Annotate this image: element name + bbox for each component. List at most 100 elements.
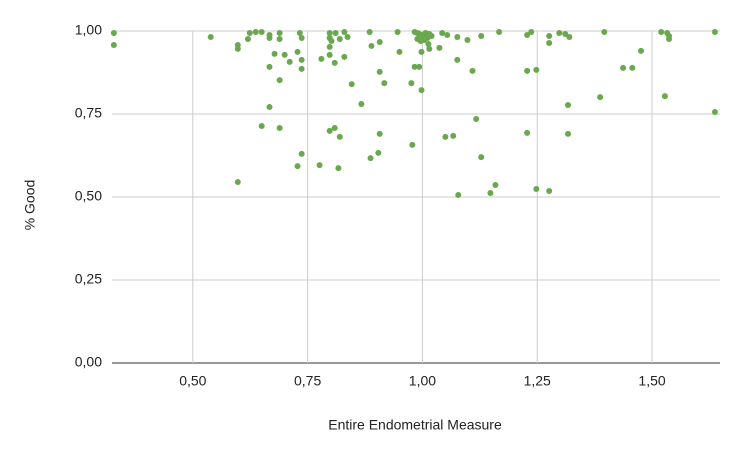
point xyxy=(524,129,531,136)
point xyxy=(658,28,665,35)
y-tick-label: 0,00 xyxy=(75,354,102,370)
point xyxy=(276,29,283,36)
y-tick-label: 1,00 xyxy=(75,22,102,38)
point xyxy=(601,28,608,35)
point xyxy=(271,50,278,57)
point xyxy=(421,36,428,43)
point xyxy=(348,81,355,88)
point xyxy=(620,64,627,71)
point xyxy=(492,182,499,189)
point xyxy=(426,45,433,52)
point xyxy=(661,93,668,100)
point xyxy=(418,48,425,55)
point xyxy=(336,35,343,42)
point xyxy=(524,31,531,38)
point xyxy=(666,35,673,42)
point xyxy=(246,29,253,36)
point xyxy=(455,192,462,199)
point xyxy=(396,48,403,55)
point xyxy=(207,33,214,40)
point xyxy=(439,29,446,36)
point xyxy=(478,32,485,39)
point xyxy=(294,48,301,55)
point xyxy=(318,55,325,62)
y-tick-label: 0,75 xyxy=(75,105,102,121)
x-tick-label: 1,50 xyxy=(638,373,665,389)
point xyxy=(528,28,535,35)
point xyxy=(298,65,305,72)
point xyxy=(473,115,480,122)
point xyxy=(711,28,718,35)
point xyxy=(394,28,401,35)
point xyxy=(298,56,305,63)
point xyxy=(335,165,342,172)
point xyxy=(442,133,449,140)
point xyxy=(110,41,117,48)
point xyxy=(234,179,241,186)
point xyxy=(286,58,293,65)
point xyxy=(258,122,265,129)
point xyxy=(376,130,383,137)
point xyxy=(332,29,339,36)
point xyxy=(281,51,288,58)
point xyxy=(368,42,375,49)
point xyxy=(565,102,571,109)
point xyxy=(638,47,645,54)
point xyxy=(366,28,373,35)
point xyxy=(266,104,273,111)
point xyxy=(376,38,383,45)
point xyxy=(266,63,273,70)
point xyxy=(546,39,553,46)
point xyxy=(450,132,457,139)
point xyxy=(244,35,251,42)
point xyxy=(524,67,531,74)
point xyxy=(629,64,636,71)
point xyxy=(416,63,423,70)
point xyxy=(328,37,335,44)
point xyxy=(316,162,323,169)
point xyxy=(469,67,476,74)
x-axis-label: Entire Endometrial Measure xyxy=(328,417,502,433)
point xyxy=(331,59,338,66)
point xyxy=(326,127,333,134)
point xyxy=(454,56,461,63)
point xyxy=(711,109,718,116)
point xyxy=(565,130,571,137)
x-tick-label: 1,25 xyxy=(524,373,551,389)
y-axis-label: % Good xyxy=(22,180,38,231)
point xyxy=(266,34,273,41)
point xyxy=(381,80,388,87)
point xyxy=(298,150,305,157)
point xyxy=(597,94,604,101)
point xyxy=(533,186,540,193)
point xyxy=(487,190,494,197)
point xyxy=(336,133,343,140)
point xyxy=(376,68,383,75)
point xyxy=(258,28,265,35)
point xyxy=(428,32,435,39)
point xyxy=(478,154,485,161)
point xyxy=(341,28,348,35)
y-tick-label: 0,50 xyxy=(75,188,102,204)
point xyxy=(566,33,573,40)
point xyxy=(276,77,283,84)
point xyxy=(276,35,283,42)
point xyxy=(110,29,117,36)
point xyxy=(409,141,416,148)
point xyxy=(464,36,471,43)
x-tick-label: 0,75 xyxy=(294,373,321,389)
point xyxy=(326,51,333,58)
point xyxy=(444,31,451,38)
point xyxy=(454,33,461,40)
point xyxy=(326,43,333,50)
point xyxy=(367,155,374,162)
point xyxy=(375,149,382,156)
point xyxy=(533,66,540,73)
point xyxy=(294,163,301,170)
point xyxy=(296,29,303,36)
point xyxy=(408,80,415,87)
point xyxy=(331,124,338,131)
point xyxy=(546,188,553,195)
point xyxy=(418,87,425,94)
